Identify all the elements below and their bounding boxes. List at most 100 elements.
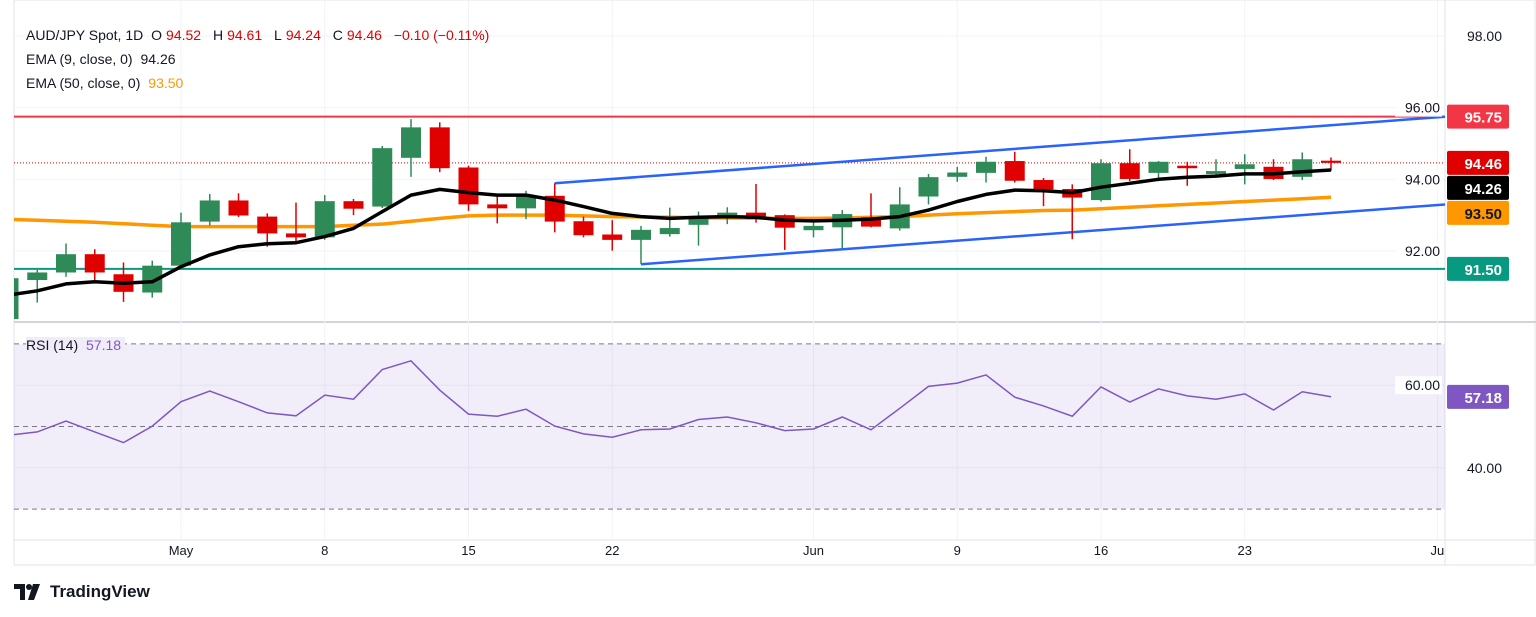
candle-body xyxy=(343,201,364,209)
candle xyxy=(372,145,393,208)
price-label-badge: 93.50 xyxy=(1447,200,1509,225)
ema9-legend: EMA (9, close, 0) 94.26 xyxy=(26,51,180,67)
channel-trendline xyxy=(554,115,1445,185)
x-tick-label: May xyxy=(169,543,194,558)
candle xyxy=(199,194,220,226)
open-label: O xyxy=(151,27,163,43)
candle xyxy=(631,225,651,265)
candle xyxy=(573,216,594,238)
candle-body xyxy=(1234,164,1255,169)
candle-body xyxy=(199,200,220,222)
high-value: 94.61 xyxy=(227,27,263,43)
candle xyxy=(1321,157,1341,171)
change-value: −0.10 (−0.11%) xyxy=(393,27,490,43)
tick-label-backing xyxy=(1395,376,1442,395)
candle xyxy=(659,207,680,237)
y-tick-label-inner: 96.00 xyxy=(1395,98,1442,117)
y-tick-label: 96.00 xyxy=(1405,100,1440,116)
candle-body xyxy=(429,127,450,169)
candle-body xyxy=(976,161,996,173)
candle xyxy=(947,166,968,182)
candle-body xyxy=(1033,180,1054,190)
candle-body xyxy=(516,195,536,209)
high-label: H xyxy=(212,27,224,43)
rsi-line xyxy=(14,359,1332,444)
candle-body xyxy=(27,272,48,281)
candle-body xyxy=(257,216,278,234)
x-tick-label: 8 xyxy=(321,543,328,558)
candle-body xyxy=(1206,171,1226,174)
y-tick-label: 92.00 xyxy=(1405,243,1440,259)
price-label-bg xyxy=(1447,150,1509,175)
ema50-legend: EMA (50, close, 0) 93.50 xyxy=(26,75,187,91)
candle xyxy=(976,156,996,183)
candle-body xyxy=(1177,165,1198,169)
tick-label-backing xyxy=(1395,241,1442,260)
candle-body xyxy=(688,215,709,225)
x-tick-label: Jun xyxy=(803,543,824,558)
main-pane xyxy=(14,115,1445,320)
close-value: 94.46 xyxy=(346,27,382,43)
candle-body xyxy=(659,228,680,235)
candle xyxy=(286,202,306,244)
candle xyxy=(1206,159,1226,177)
candle xyxy=(228,193,249,217)
candle-body xyxy=(573,221,594,236)
candle-body xyxy=(1148,161,1169,173)
tick-label-backing xyxy=(1395,170,1442,189)
candle-body xyxy=(458,167,479,205)
candle xyxy=(142,260,163,298)
y-tick-label: 94.00 xyxy=(1405,171,1440,187)
x-tick-label: 16 xyxy=(1094,543,1108,558)
rsi-legend: RSI (14) 57.18 xyxy=(26,337,126,353)
tradingview-logo-icon xyxy=(14,584,40,600)
candle-body xyxy=(602,234,623,240)
tick-label-backing xyxy=(1395,98,1442,117)
candle xyxy=(84,249,105,281)
candle xyxy=(487,196,508,224)
price-label-badge: 95.75 xyxy=(1447,104,1509,129)
price-label-bg xyxy=(1447,200,1509,225)
candle xyxy=(401,119,421,177)
price-label-bg xyxy=(1447,104,1509,129)
rsi-pane xyxy=(14,343,1445,510)
rsi-tick-label: 60.00 xyxy=(1405,377,1440,393)
candle xyxy=(918,173,939,205)
rsi-badge-bg xyxy=(1447,384,1509,409)
rsi-badge-text: 57.18 xyxy=(1464,390,1502,407)
candle xyxy=(803,220,824,238)
candle xyxy=(14,278,19,320)
candle xyxy=(1234,154,1255,185)
price-label-text: 91.50 xyxy=(1464,262,1502,279)
tradingview-logo[interactable]: TradingView xyxy=(14,582,150,602)
candle-body xyxy=(1091,163,1111,201)
close-label: C xyxy=(332,27,343,43)
candle-body xyxy=(14,278,19,320)
candle xyxy=(257,213,278,247)
candle xyxy=(544,183,565,233)
price-label-badge: 91.50 xyxy=(1447,256,1509,281)
candle xyxy=(314,195,335,240)
price-label-bg xyxy=(1447,256,1509,281)
low-value: 94.24 xyxy=(285,27,321,43)
candle xyxy=(1177,161,1198,186)
candle-body xyxy=(1292,159,1313,177)
candle xyxy=(1004,151,1025,183)
candle xyxy=(171,212,191,268)
candle-body xyxy=(171,222,191,266)
ema9-value: 94.26 xyxy=(140,51,176,67)
candle-body xyxy=(803,225,824,231)
candle-body xyxy=(1321,160,1341,163)
candle xyxy=(429,122,450,173)
candle xyxy=(458,165,479,211)
rsi-tick-label: 40.00 xyxy=(1467,460,1502,476)
candle-body xyxy=(372,148,393,207)
channel-trendline xyxy=(640,203,1445,266)
price-label-text: 94.46 xyxy=(1464,156,1502,173)
price-label-text: 94.26 xyxy=(1464,181,1502,198)
candle xyxy=(602,220,623,251)
candle xyxy=(889,187,910,231)
candle-body xyxy=(228,200,249,216)
